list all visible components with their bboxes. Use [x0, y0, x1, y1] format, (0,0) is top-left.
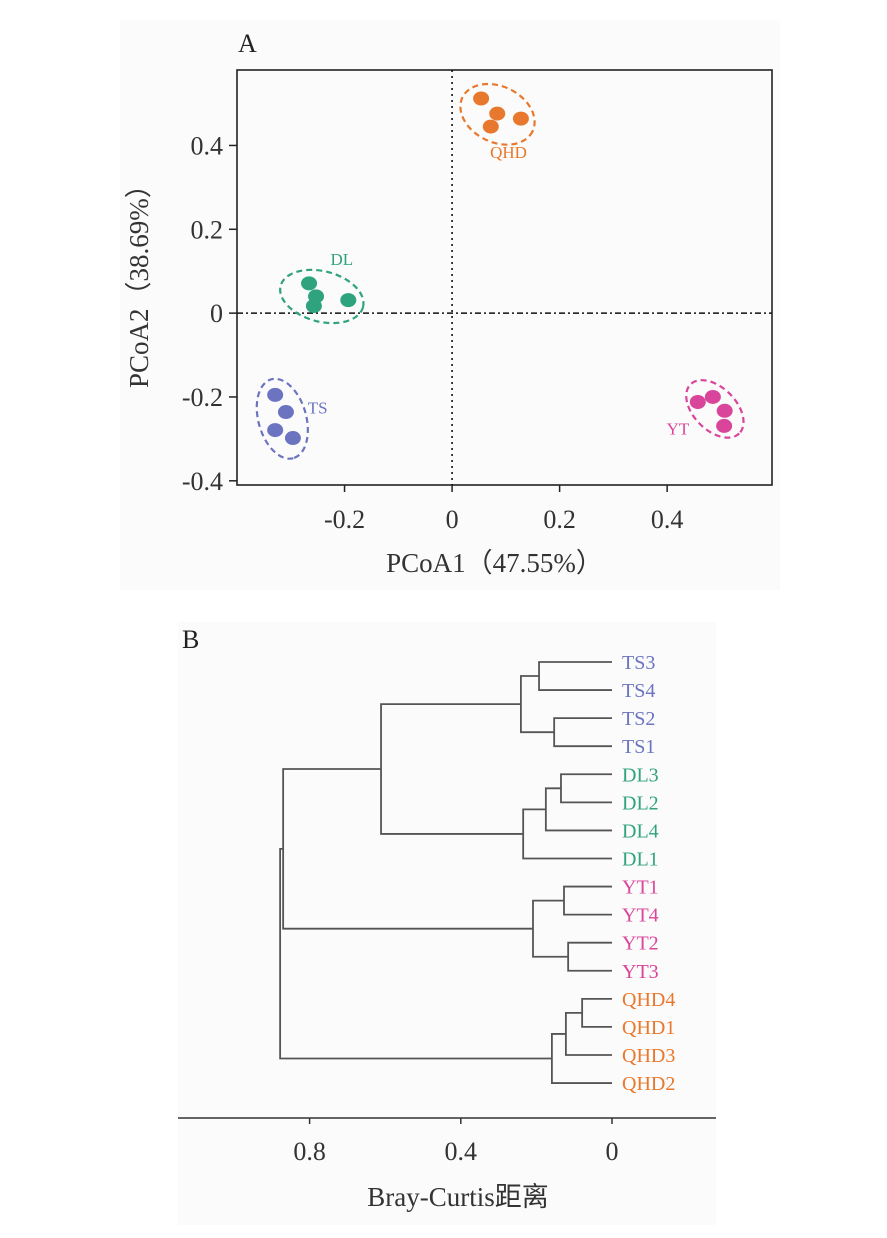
confidence-ellipse: [279, 268, 365, 325]
dendrogram-branch: [564, 1011, 612, 1056]
dendrogram-branch: [560, 773, 612, 804]
sample-point: [473, 91, 490, 106]
branch-link: [544, 787, 612, 832]
dendrogram-branch: [282, 768, 533, 930]
panel-label-b: B: [182, 625, 199, 654]
pcoa-panel: A -0.2 0 0.2 0.4 0.4 0.2 0 -0.2 -0.4 PCoA1（47.55%）…: [120, 20, 780, 590]
y-tick-label: -0.4: [182, 467, 223, 496]
dendrogram-chart: B TS3 TS4 TS2 TS1 DL3 DL2 DL4 DL1 YT1 YT4 YT2 YT3 QHD…: [178, 625, 716, 1212]
leaf-label: TS2: [622, 708, 655, 730]
branch-link: [564, 1011, 612, 1056]
leaf-label: TS3: [622, 652, 655, 674]
leaf-label: QHD1: [622, 1017, 675, 1039]
x-tick-label: 0: [606, 1137, 619, 1166]
sample-point: [689, 395, 706, 409]
branch-link: [282, 768, 533, 930]
dendrogram-branch: [544, 787, 612, 832]
y-axis-title: PCoA2（38.69%）: [124, 171, 154, 388]
leaf-label: TS1: [622, 736, 655, 758]
x-tick-label: -0.2: [324, 505, 365, 534]
dendrogram-branch: [520, 675, 555, 734]
y-tick-label: -0.2: [182, 383, 223, 412]
cluster-label: DL: [331, 250, 354, 269]
branch-link: [380, 703, 524, 835]
leaf-label: TS4: [622, 680, 655, 702]
leaf-label: YT2: [622, 933, 659, 955]
sample-point: [482, 119, 499, 134]
branch-link: [538, 661, 612, 691]
branch-link: [560, 773, 612, 804]
sample-point: [277, 405, 294, 420]
x-tick-label: 0.4: [651, 505, 684, 534]
sample-point: [512, 111, 529, 126]
branch-link: [553, 717, 612, 748]
cluster-ts: TS: [255, 377, 328, 460]
dendrogram-branch: [279, 847, 552, 1060]
dendrogram-branch: [522, 808, 612, 860]
pcoa-chart: A -0.2 0 0.2 0.4 0.4 0.2 0 -0.2 -0.4 PCoA1（47.55%）…: [124, 29, 773, 578]
confidence-ellipse: [255, 377, 309, 460]
dendrogram-branch: [550, 1033, 612, 1084]
plot-frame: [236, 69, 773, 486]
leaf-label: QHD4: [622, 989, 675, 1011]
branch-link: [550, 1033, 612, 1084]
sample-point: [340, 293, 357, 308]
leaf-label: YT4: [622, 905, 659, 927]
confidence-ellipse: [459, 82, 536, 146]
branch-link: [563, 885, 612, 916]
branch-link: [532, 899, 569, 958]
branch-link: [567, 941, 612, 972]
cluster-dl: DL: [279, 250, 365, 325]
x-tick-label: 0.4: [445, 1137, 478, 1166]
sample-point: [716, 418, 733, 433]
dendrogram-branch: [563, 885, 612, 916]
leaf-label: QHD3: [622, 1045, 675, 1067]
dendrogram-branch: [553, 717, 612, 748]
sample-point: [716, 403, 733, 418]
branch-link: [520, 675, 555, 734]
x-tick-label: 0.8: [293, 1137, 326, 1166]
branch-link: [279, 847, 552, 1060]
leaf-label: DL4: [622, 820, 659, 842]
y-tick-label: 0.2: [191, 215, 224, 244]
x-axis-title: Bray-Curtis距离: [367, 1182, 549, 1212]
sample-point: [267, 387, 284, 402]
leaf-label: QHD2: [622, 1073, 675, 1095]
cluster-qhd: QHD: [459, 82, 536, 162]
panel-label-a: A: [238, 29, 257, 58]
sample-point: [489, 106, 506, 121]
leaf-label: DL1: [622, 848, 659, 870]
dendrogram-branch: [581, 997, 612, 1028]
cluster-label: YT: [667, 420, 690, 439]
branch-link: [522, 808, 612, 860]
sample-point: [301, 276, 318, 291]
x-tick-label: 0.2: [543, 505, 576, 534]
y-tick-label: 0.4: [191, 131, 224, 160]
y-tick-label: 0: [210, 299, 223, 328]
leaf-label: YT1: [622, 877, 659, 899]
leaf-label: DL2: [622, 792, 659, 814]
branch-link: [581, 997, 612, 1028]
cluster-yt: YT: [667, 379, 745, 439]
leaf-label: DL3: [622, 764, 659, 786]
x-axis-title: PCoA1（47.55%）: [386, 548, 603, 578]
sample-point: [704, 389, 721, 404]
dendrogram-branch: [532, 899, 569, 958]
cluster-label: QHD: [490, 143, 527, 162]
dendrogram-branch: [567, 941, 612, 972]
cluster-label: TS: [308, 399, 328, 418]
dendrogram-branch: [380, 703, 524, 835]
dendrogram-panel: B TS3 TS4 TS2 TS1 DL3 DL2 DL4 DL1 YT1 YT4 YT2 YT3 QHD…: [178, 622, 716, 1225]
dendrogram-branch: [538, 661, 612, 691]
x-tick-label: 0: [446, 505, 459, 534]
sample-point: [284, 431, 301, 446]
sample-point: [305, 299, 322, 314]
sample-point: [267, 423, 284, 438]
leaf-label: YT3: [622, 961, 659, 983]
